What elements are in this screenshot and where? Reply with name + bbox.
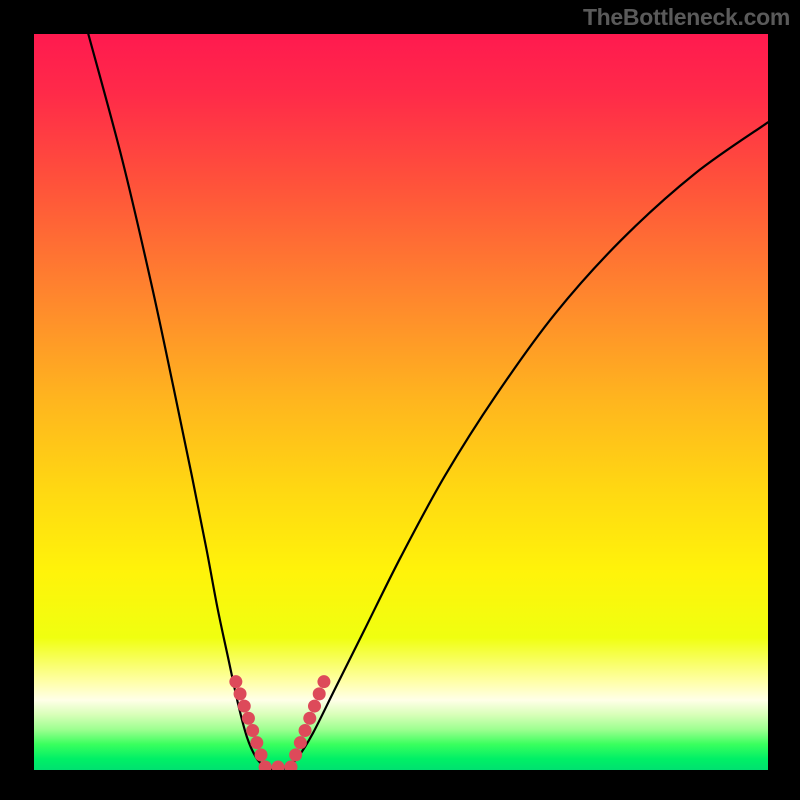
highlight-dot xyxy=(317,675,330,688)
highlight-dot xyxy=(250,736,263,749)
highlight-dot xyxy=(299,724,312,737)
highlight-dot xyxy=(294,736,307,749)
highlight-dot xyxy=(234,687,247,700)
highlight-dot xyxy=(246,724,259,737)
highlight-dot xyxy=(229,675,242,688)
highlight-dot xyxy=(238,700,251,713)
bottleneck-chart xyxy=(34,34,768,770)
attribution-text: TheBottleneck.com xyxy=(583,4,790,31)
highlight-dot xyxy=(313,687,326,700)
highlight-dot xyxy=(303,712,316,725)
highlight-dot xyxy=(289,748,302,761)
highlight-dot xyxy=(255,748,268,761)
chart-background xyxy=(34,34,768,770)
highlight-dot xyxy=(308,700,321,713)
chart-root: TheBottleneck.com xyxy=(0,0,800,800)
highlight-dot xyxy=(242,712,255,725)
